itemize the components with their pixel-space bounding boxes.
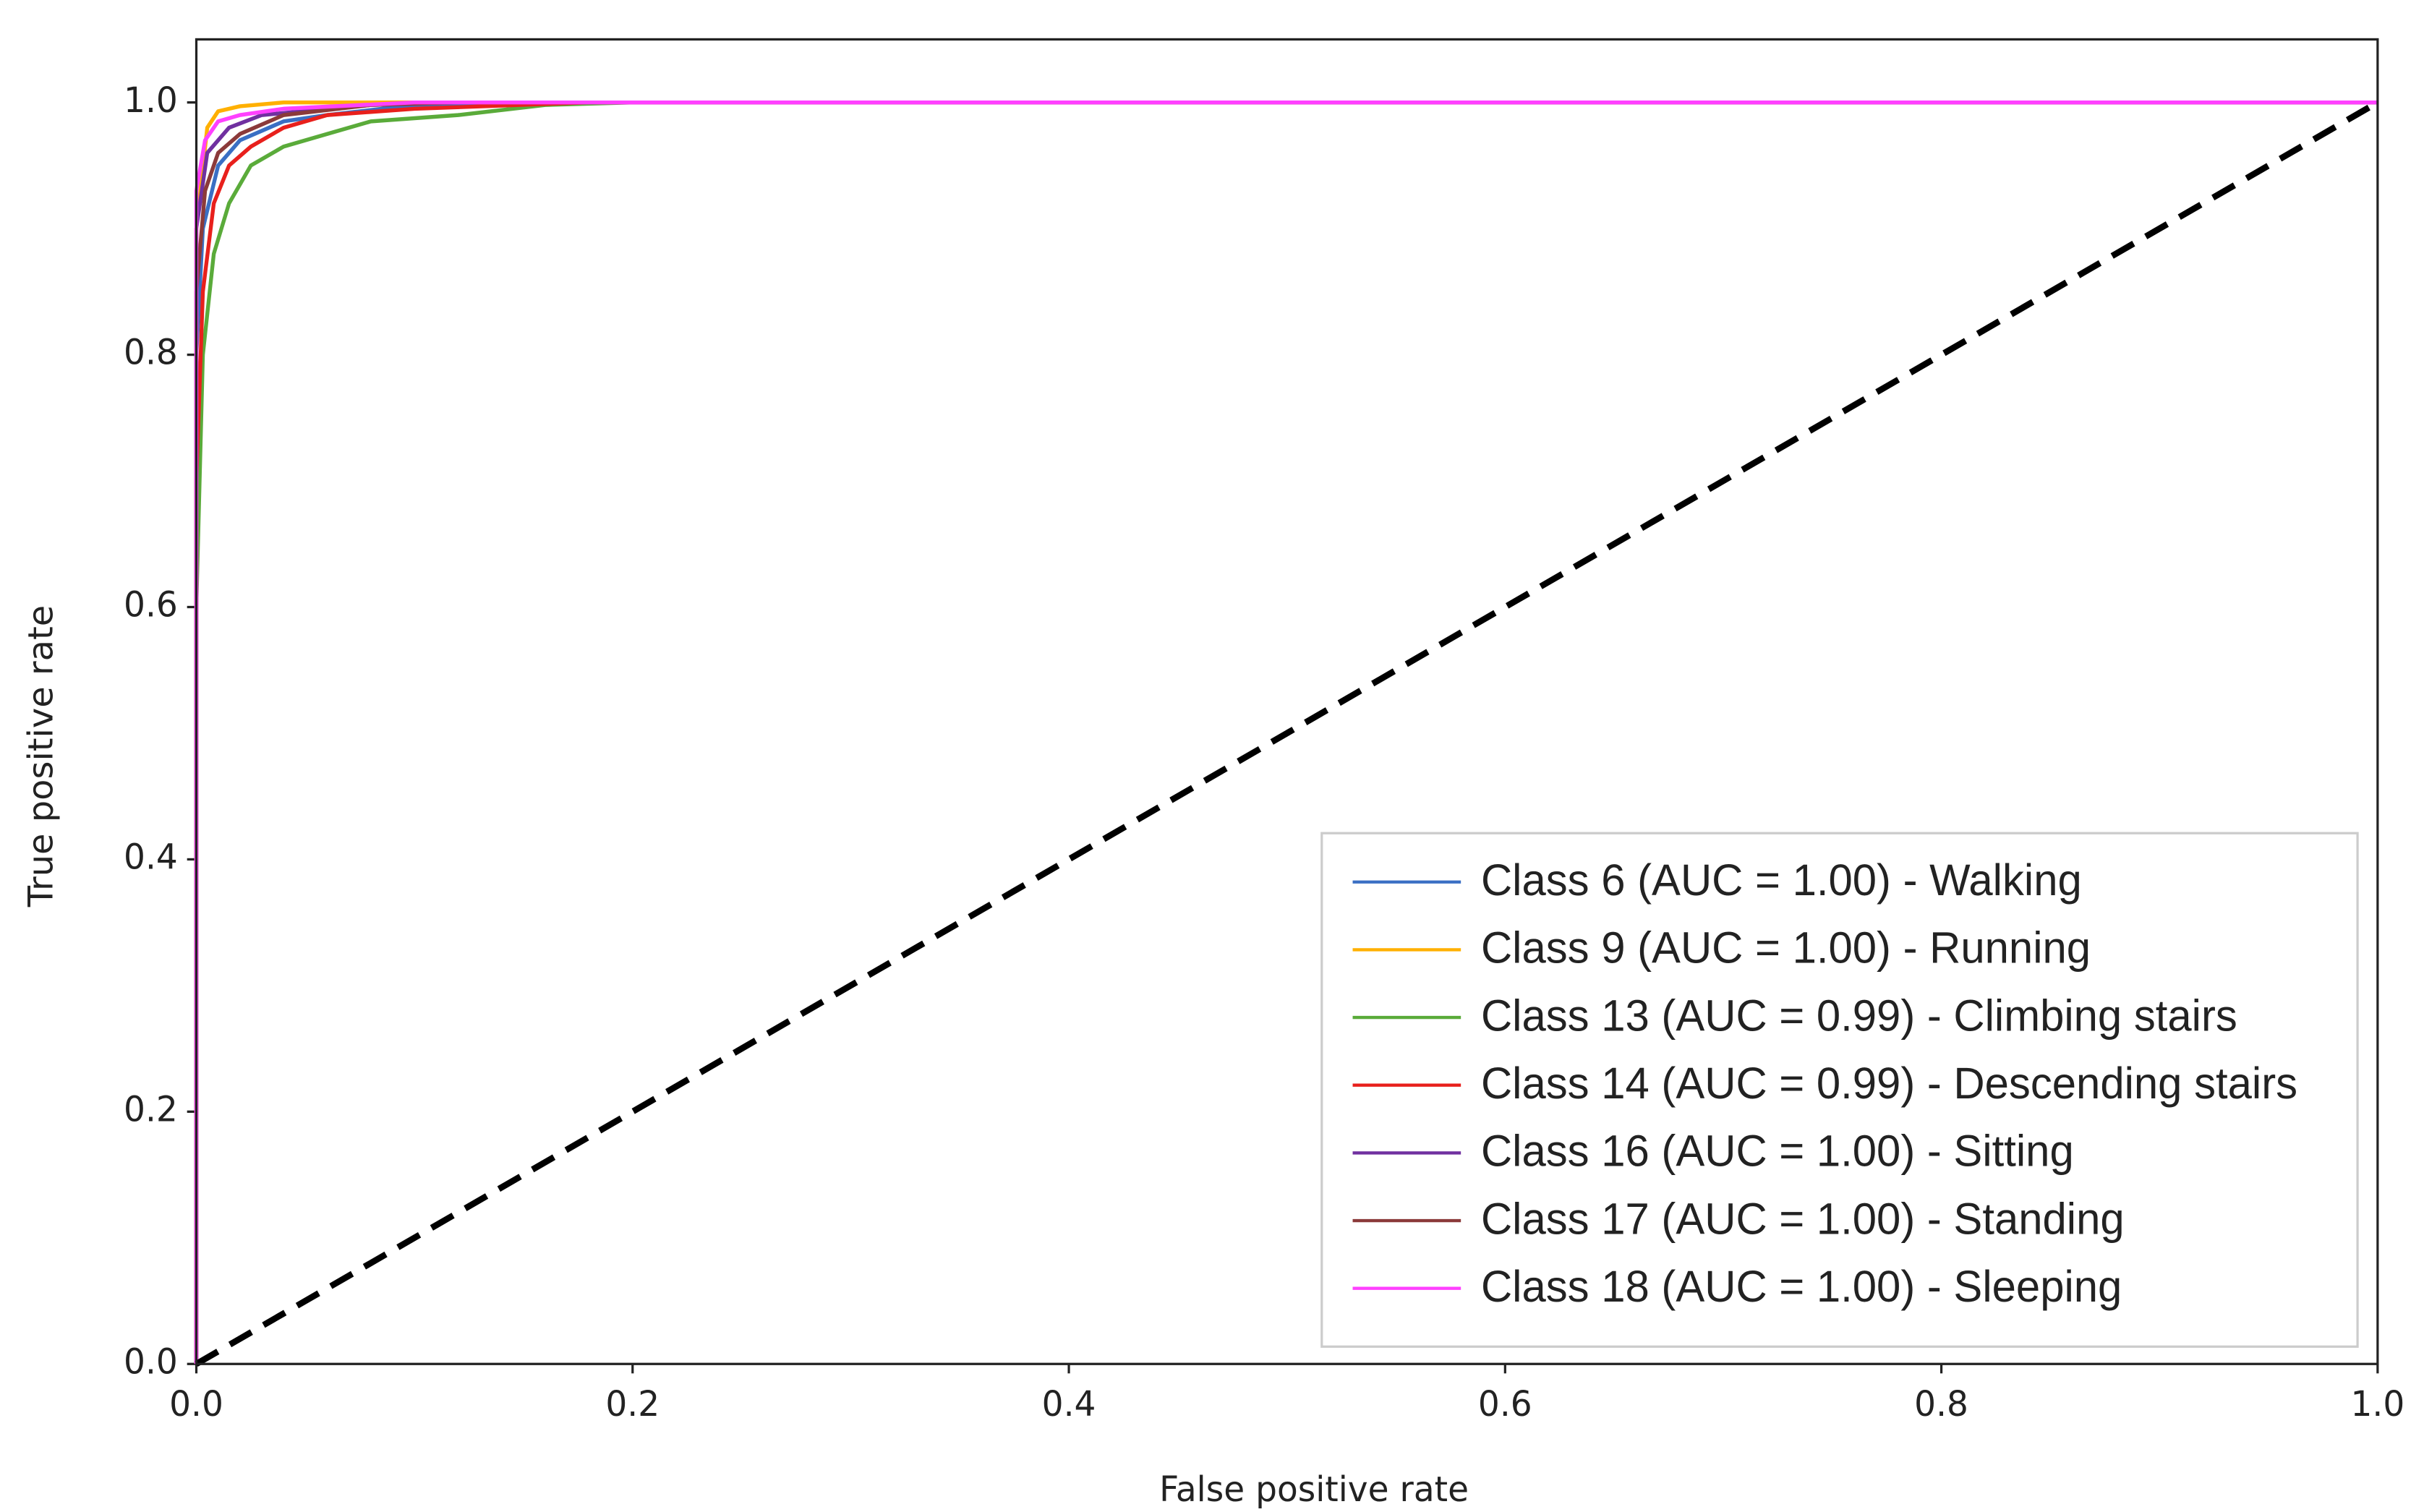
y-tick-label: 0.2 <box>124 1090 178 1130</box>
x-axis-label: False positive rate <box>1159 1469 1469 1510</box>
x-tick-label: 0.4 <box>1042 1385 1096 1425</box>
x-tick-label: 0.6 <box>1478 1385 1532 1425</box>
x-tick-label: 0.0 <box>169 1385 223 1425</box>
y-axis-label: True positive rate <box>22 605 61 907</box>
plot-frame <box>195 38 2379 1365</box>
y-tick-label: 0.0 <box>124 1342 178 1383</box>
y-tick-label: 0.8 <box>124 333 178 373</box>
legend-label: Class 17 (AUC = 1.00) - Standing <box>1481 1194 2125 1244</box>
x-tick-label: 0.2 <box>605 1385 660 1425</box>
diagonal-line <box>195 99 2379 1367</box>
legend-label: Class 16 (AUC = 1.00) - Sitting <box>1481 1126 2074 1176</box>
x-tick-label: 0.8 <box>1914 1385 1968 1425</box>
y-tick-label: 1.0 <box>124 80 178 121</box>
roc-curve <box>194 100 2378 1364</box>
roc-curve <box>194 100 2378 1364</box>
legend-label: Class 9 (AUC = 1.00) - Running <box>1481 923 2091 973</box>
legend-box <box>1320 832 2359 1348</box>
y-tick-label: 0.4 <box>124 837 178 878</box>
legend-label: Class 14 (AUC = 0.99) - Descending stair… <box>1481 1058 2297 1108</box>
legend-label: Class 18 (AUC = 1.00) - Sleeping <box>1481 1261 2122 1311</box>
legend-label: Class 13 (AUC = 0.99) - Climbing stairs <box>1481 991 2237 1041</box>
y-tick-label: 0.6 <box>124 585 178 625</box>
x-tick-label: 1.0 <box>2350 1385 2404 1425</box>
legend-label: Class 6 (AUC = 1.00) - Walking <box>1481 855 2082 905</box>
